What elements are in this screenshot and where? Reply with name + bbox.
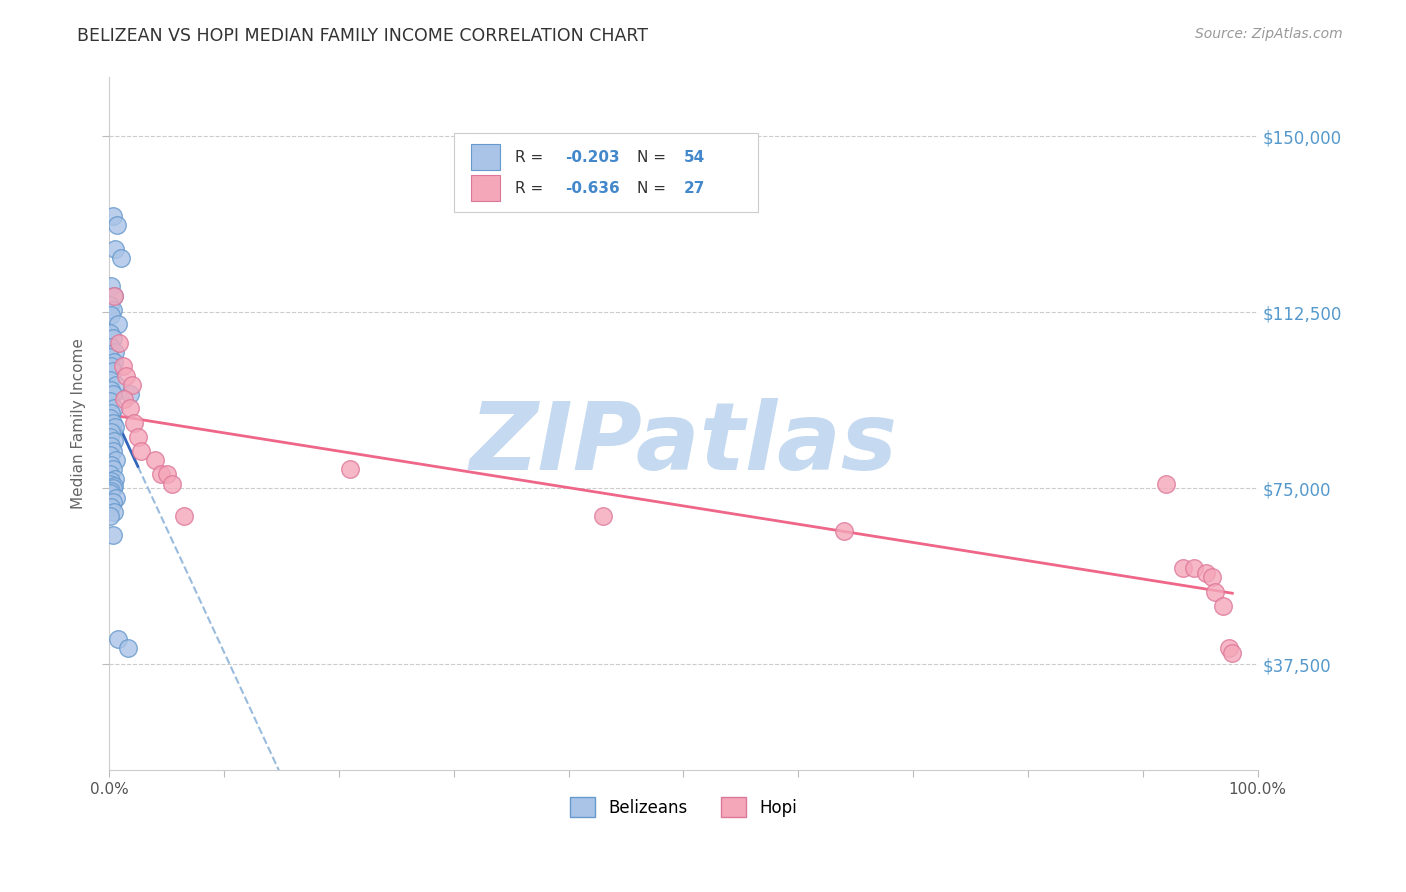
- Point: [105, 378, 128, 392]
- Point: [100, 340, 122, 354]
- Point: [104, 420, 127, 434]
- Point: [105, 453, 128, 467]
- Point: [98, 509, 121, 524]
- Point: [101, 416, 124, 430]
- Point: [101, 495, 124, 509]
- Point: [98, 476, 121, 491]
- Point: [101, 302, 124, 317]
- Point: [103, 354, 125, 368]
- Point: [143, 453, 166, 467]
- Point: [155, 467, 177, 482]
- Point: [1154, 476, 1177, 491]
- FancyBboxPatch shape: [471, 175, 499, 202]
- Point: [1218, 640, 1240, 655]
- Point: [339, 462, 361, 476]
- Point: [101, 462, 124, 476]
- Point: [101, 364, 124, 378]
- Point: [98, 326, 121, 341]
- Point: [104, 345, 127, 359]
- Text: R =: R =: [515, 181, 548, 195]
- Point: [117, 640, 139, 655]
- Point: [1171, 561, 1194, 575]
- Point: [592, 509, 614, 524]
- Point: [103, 434, 125, 449]
- Point: [127, 429, 149, 443]
- Point: [104, 472, 127, 486]
- Point: [124, 416, 146, 430]
- Point: [101, 443, 124, 458]
- Point: [107, 317, 129, 331]
- Point: [1204, 584, 1226, 599]
- Point: [100, 279, 122, 293]
- Point: [101, 387, 124, 401]
- Text: R =: R =: [515, 150, 548, 165]
- Point: [101, 528, 124, 542]
- Text: ZIPatlas: ZIPatlas: [470, 399, 897, 491]
- Point: [98, 410, 121, 425]
- Point: [101, 481, 124, 495]
- Point: [105, 219, 128, 233]
- Point: [104, 242, 127, 256]
- Text: -0.636: -0.636: [565, 181, 620, 195]
- Point: [131, 443, 153, 458]
- Point: [162, 476, 184, 491]
- Point: [1212, 599, 1234, 613]
- Point: [103, 289, 125, 303]
- Point: [100, 308, 122, 322]
- Point: [103, 401, 125, 416]
- Point: [98, 449, 121, 463]
- Text: 54: 54: [683, 150, 704, 165]
- Text: N =: N =: [637, 181, 671, 195]
- Point: [98, 298, 121, 312]
- Point: [103, 289, 125, 303]
- Point: [101, 331, 124, 345]
- Point: [118, 401, 141, 416]
- Text: -0.203: -0.203: [565, 150, 620, 165]
- Point: [103, 505, 125, 519]
- Text: 27: 27: [683, 181, 704, 195]
- Point: [100, 475, 122, 489]
- Text: Source: ZipAtlas.com: Source: ZipAtlas.com: [1195, 27, 1343, 41]
- Text: BELIZEAN VS HOPI MEDIAN FAMILY INCOME CORRELATION CHART: BELIZEAN VS HOPI MEDIAN FAMILY INCOME CO…: [77, 27, 648, 45]
- Point: [100, 383, 122, 397]
- Point: [100, 458, 122, 472]
- Point: [100, 500, 122, 514]
- Point: [98, 373, 121, 387]
- FancyBboxPatch shape: [471, 144, 499, 170]
- Point: [100, 483, 122, 498]
- Point: [1195, 566, 1218, 580]
- Point: [100, 425, 122, 439]
- Y-axis label: Median Family Income: Median Family Income: [72, 338, 86, 509]
- Point: [105, 491, 128, 505]
- Legend: Belizeans, Hopi: Belizeans, Hopi: [564, 790, 803, 824]
- Point: [110, 251, 132, 265]
- Point: [98, 350, 121, 364]
- Point: [173, 509, 195, 524]
- Point: [100, 406, 122, 420]
- Text: N =: N =: [637, 150, 671, 165]
- Point: [100, 439, 122, 453]
- Point: [115, 368, 138, 383]
- Point: [111, 359, 134, 374]
- Point: [107, 632, 129, 646]
- Point: [101, 209, 124, 223]
- Point: [1220, 646, 1243, 660]
- Point: [98, 486, 121, 500]
- Point: [112, 392, 135, 406]
- Point: [98, 429, 121, 443]
- Point: [100, 359, 122, 374]
- Point: [1201, 570, 1223, 584]
- Point: [1182, 561, 1205, 575]
- Point: [103, 479, 125, 493]
- Point: [121, 378, 143, 392]
- Point: [98, 467, 121, 482]
- FancyBboxPatch shape: [454, 133, 758, 212]
- Point: [149, 467, 172, 482]
- Point: [118, 387, 141, 401]
- Point: [832, 524, 855, 538]
- Point: [108, 335, 131, 350]
- Point: [98, 394, 121, 409]
